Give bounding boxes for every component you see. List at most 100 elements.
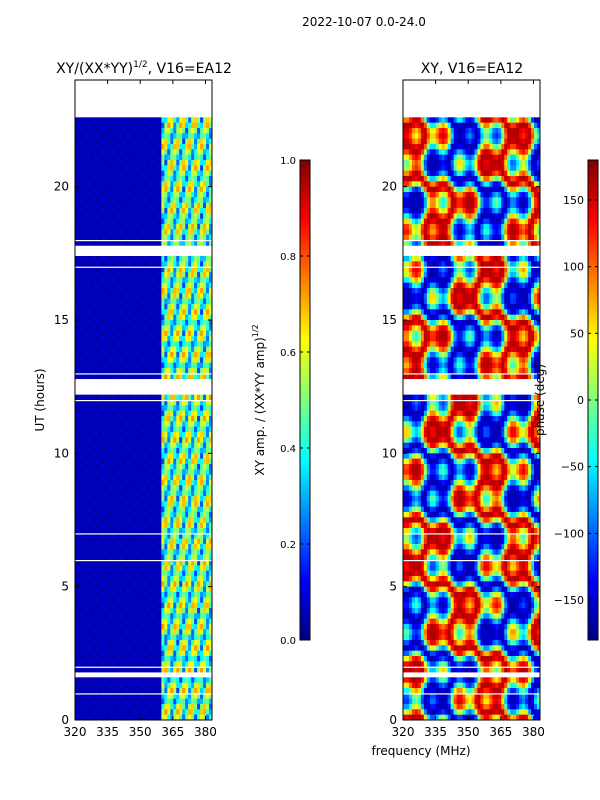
heatmap-cell: [176, 368, 180, 374]
heatmap-cell: [92, 464, 97, 470]
heatmap-cell: [116, 464, 121, 470]
heatmap-cell: [75, 416, 79, 422]
heatmap-cell: [158, 629, 162, 636]
heatmap-cell: [191, 266, 195, 273]
heatmap-cell: [98, 410, 103, 417]
heatmap-cell: [143, 624, 147, 630]
heatmap-cell: [176, 677, 180, 684]
heatmap-cell: [137, 666, 141, 673]
heatmap-cell: [122, 416, 127, 422]
heatmap-cell: [158, 405, 162, 412]
heatmap-cell: [188, 186, 192, 193]
heatmap-cell: [122, 485, 127, 492]
heatmap-cell: [143, 618, 147, 625]
heatmap-cell: [89, 490, 94, 497]
heatmap-cell: [140, 288, 144, 294]
heatmap-cell: [122, 661, 127, 668]
heatmap-cell: [116, 410, 121, 417]
heatmap-cell: [188, 181, 192, 188]
heatmap-cell: [86, 474, 91, 481]
heatmap-cell: [203, 522, 207, 529]
heatmap-cell: [140, 512, 144, 518]
heatmap-cell: [197, 549, 201, 556]
heatmap-cell: [86, 416, 91, 422]
heatmap-cell: [149, 506, 153, 513]
heatmap-cell: [98, 149, 103, 156]
heatmap-cell: [119, 544, 124, 550]
heatmap-cell: [143, 485, 147, 492]
heatmap-cell: [113, 560, 118, 566]
heatmap-cell: [170, 474, 174, 481]
heatmap-cell: [173, 373, 177, 380]
heatmap-cell: [104, 698, 109, 705]
heatmap-cell: [209, 629, 213, 636]
heatmap-cell: [110, 224, 115, 230]
heatmap-cell: [86, 549, 91, 556]
heatmap-cell: [155, 181, 159, 188]
heatmap-cell: [107, 560, 112, 566]
heatmap-cell: [75, 330, 79, 337]
heatmap-cell: [119, 522, 124, 529]
heatmap-cell: [203, 656, 207, 662]
heatmap-cell: [143, 704, 147, 710]
heatmap-cell: [182, 565, 186, 572]
heatmap-cell: [95, 160, 100, 166]
heatmap-cell: [125, 618, 130, 625]
heatmap-cell: [131, 549, 135, 556]
heatmap-cell: [113, 298, 118, 305]
heatmap-cell: [140, 117, 144, 124]
heatmap-cell: [77, 128, 82, 134]
heatmap-cell: [75, 229, 79, 236]
heatmap-cell: [200, 677, 204, 684]
heatmap-cell: [179, 496, 183, 502]
heatmap-cell: [131, 581, 135, 588]
heatmap-cell: [164, 133, 168, 140]
heatmap-cell: [182, 410, 186, 417]
heatmap-cell: [179, 138, 183, 145]
heatmap-cell: [107, 437, 112, 444]
heatmap-cell: [137, 709, 141, 716]
heatmap-cell: [209, 256, 213, 262]
heatmap-cell: [122, 565, 127, 572]
heatmap-cell: [113, 213, 118, 220]
heatmap-cell: [158, 421, 162, 428]
heatmap-cell: [191, 506, 195, 513]
heatmap-cell: [167, 453, 171, 460]
heatmap-cell: [185, 149, 189, 156]
heatmap-cell: [116, 560, 121, 566]
heatmap-cell: [83, 576, 88, 582]
heatmap-cell: [176, 517, 180, 524]
heatmap-cell: [92, 608, 97, 614]
heatmap-cell: [164, 586, 168, 593]
heatmap-cell: [206, 538, 210, 545]
heatmap-cell: [194, 197, 198, 204]
heatmap-cell: [197, 506, 201, 513]
heatmap-cell: [95, 581, 100, 588]
heatmap-cell: [113, 330, 118, 337]
heatmap-cell: [110, 405, 115, 412]
heatmap-cell: [98, 336, 103, 342]
heatmap-cell: [173, 293, 177, 300]
heatmap-cell: [149, 298, 153, 305]
heatmap-cell: [176, 336, 180, 342]
heatmap-cell: [185, 144, 189, 150]
heatmap-cell: [110, 138, 115, 145]
heatmap-cell: [75, 448, 79, 454]
heatmap-cell: [75, 517, 79, 524]
heatmap-cell: [164, 496, 168, 502]
heatmap-cell: [161, 192, 165, 198]
heatmap-cell: [200, 373, 204, 380]
heatmap-cell: [83, 453, 88, 460]
heatmap-cell: [110, 314, 115, 321]
heatmap-cell: [197, 453, 201, 460]
heatmap-cell: [176, 570, 180, 577]
heatmap-cell: [104, 709, 109, 716]
heatmap-cell: [110, 197, 115, 204]
heatmap-cell: [116, 357, 121, 364]
heatmap-cell: [200, 202, 204, 209]
heatmap-cell: [176, 464, 180, 470]
heatmap-cell: [173, 501, 177, 508]
heatmap-cell: [203, 624, 207, 630]
heatmap-cell: [131, 336, 135, 342]
heatmap-cell: [167, 624, 171, 630]
